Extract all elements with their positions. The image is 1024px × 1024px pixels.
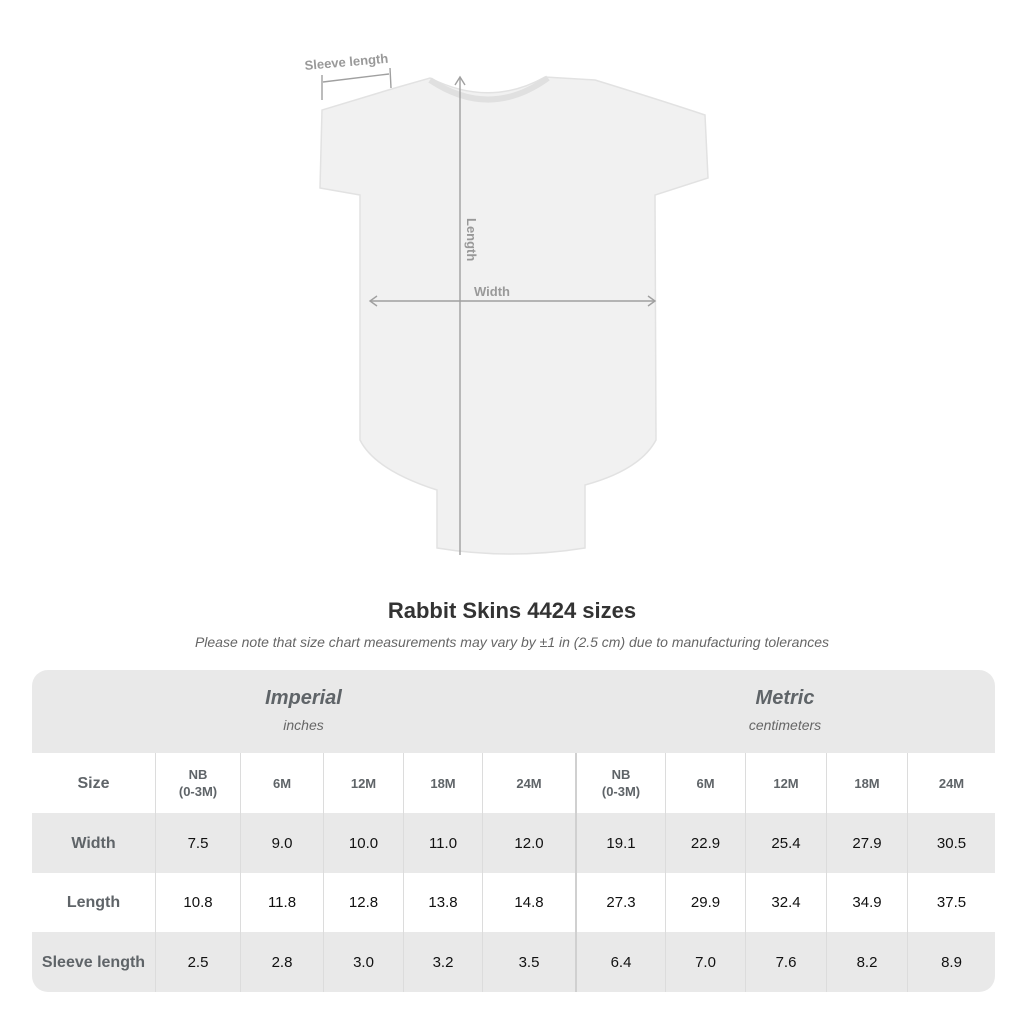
sleeve-length-label: Sleeve length bbox=[304, 51, 389, 73]
measurement-cell: 37.5 bbox=[907, 873, 995, 932]
measurement-cell: 12.0 bbox=[482, 813, 575, 873]
metric-header: Metric centimeters bbox=[575, 670, 995, 753]
measurement-cell: 7.6 bbox=[745, 932, 826, 992]
measurement-cell: 29.9 bbox=[665, 873, 745, 932]
measurement-cell: 10.0 bbox=[323, 813, 403, 873]
measurement-cell: 7.5 bbox=[155, 813, 240, 873]
measurement-cell: 12.8 bbox=[323, 873, 403, 932]
size-header-cell: NB (0-3M) bbox=[575, 753, 665, 813]
chart-title: Rabbit Skins 4424 sizes bbox=[387, 598, 637, 623]
measurement-cell: 7.0 bbox=[665, 932, 745, 992]
table-row: Sleeve length 2.5 6.4 2.8 7.0 3.0 7.6 3.2 8.2 3.5… bbox=[32, 932, 995, 992]
measurement-cell: 11.8 bbox=[240, 873, 323, 932]
measurement-cell: 8.2 bbox=[826, 932, 907, 992]
size-header-cell: 18M bbox=[826, 753, 907, 813]
imperial-header: Imperial inches bbox=[32, 670, 575, 753]
measurement-cell: 3.2 bbox=[403, 932, 482, 992]
measurement-cell: 3.5 bbox=[482, 932, 575, 992]
measurement-cell: 10.8 bbox=[155, 873, 240, 932]
size-header-cell: 6M bbox=[665, 753, 745, 813]
table-row: Width 7.5 19.1 9.0 22.9 10.0 25.4 11.0 27.9 12.0 3… bbox=[32, 813, 995, 873]
size-header-row: Size NB (0-3M) NB (0-3M) 6M 6M 12M 12M 18M 18M 24… bbox=[32, 753, 995, 813]
onesie-garment-image bbox=[319, 76, 709, 555]
imperial-unit: inches bbox=[283, 717, 324, 733]
width-label: Width bbox=[474, 284, 510, 299]
metric-unit: centimeters bbox=[748, 717, 822, 733]
measurement-cell: 6.4 bbox=[575, 932, 665, 992]
measurement-cell: 14.8 bbox=[482, 873, 575, 932]
measurement-cell: 34.9 bbox=[826, 873, 907, 932]
measurement-cell: 32.4 bbox=[745, 873, 826, 932]
length-label: Length bbox=[464, 218, 479, 261]
size-header-cell: 12M bbox=[745, 753, 826, 813]
size-header-cell: 24M bbox=[907, 753, 995, 813]
measurement-cell: 3.0 bbox=[323, 932, 403, 992]
measurement-cell: 30.5 bbox=[907, 813, 995, 873]
sleeve-arrow bbox=[322, 73, 390, 83]
size-table: Imperial inches Metric centimeters Size N… bbox=[32, 670, 995, 992]
tolerance-note: Please note that size chart measurements… bbox=[194, 634, 830, 650]
measurement-cell: 27.3 bbox=[575, 873, 665, 932]
size-header-cell: 18M bbox=[403, 753, 482, 813]
size-header-cell: NB (0-3M) bbox=[155, 753, 240, 813]
metric-label: Metric bbox=[755, 687, 815, 709]
measurement-cell: 25.4 bbox=[745, 813, 826, 873]
imperial-label: Imperial bbox=[265, 687, 342, 709]
measurement-cell: 2.8 bbox=[240, 932, 323, 992]
measurement-cell: 13.8 bbox=[403, 873, 482, 932]
measurement-cell: 27.9 bbox=[826, 813, 907, 873]
measurement-cell: 19.1 bbox=[575, 813, 665, 873]
row-label: Length bbox=[66, 894, 121, 911]
row-label: Size bbox=[77, 774, 110, 792]
table-row: Length 10.8 27.3 11.8 29.9 12.8 32.4 13.8 34.9 14… bbox=[32, 873, 995, 932]
measurement-cell: 2.5 bbox=[155, 932, 240, 992]
measurement-cell: 22.9 bbox=[665, 813, 745, 873]
size-header-cell: 24M bbox=[482, 753, 575, 813]
measurement-cell: 8.9 bbox=[907, 932, 995, 992]
onesie-measurement-diagram: Sleeve length Length Width bbox=[304, 51, 709, 555]
row-label: Sleeve length bbox=[41, 953, 146, 971]
size-header-cell: 6M bbox=[240, 753, 323, 813]
collar bbox=[428, 75, 550, 103]
row-label: Width bbox=[71, 834, 116, 852]
measurement-cell: 9.0 bbox=[240, 813, 323, 873]
measurement-cell: 11.0 bbox=[403, 813, 482, 873]
size-header-cell: 12M bbox=[323, 753, 403, 813]
